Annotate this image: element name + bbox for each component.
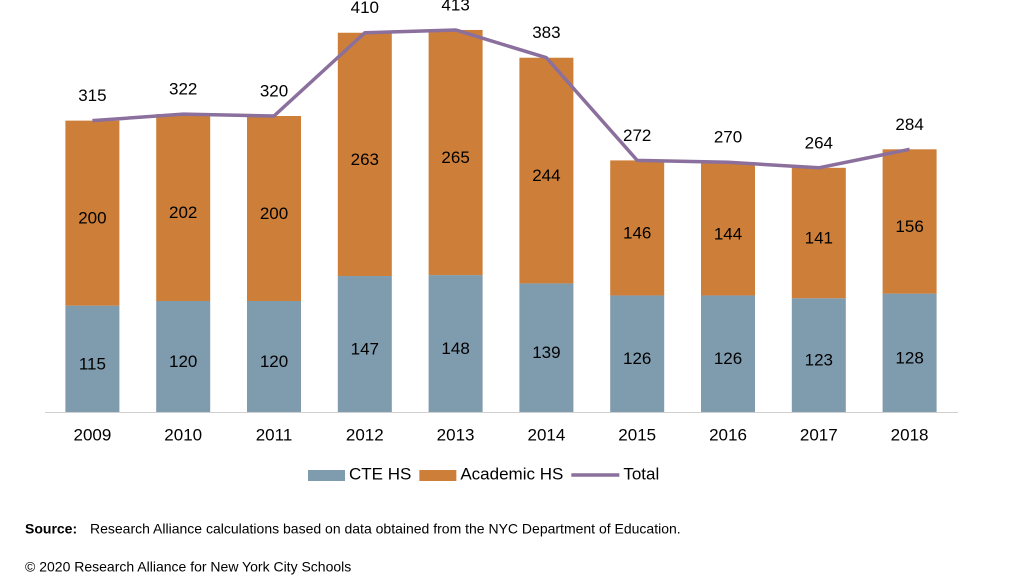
x-tick-label: 2016 xyxy=(709,425,747,444)
legend-label: Academic HS xyxy=(460,464,563,483)
total-label: 320 xyxy=(260,81,288,100)
legend-label: Total xyxy=(623,464,659,483)
bar-value-label: 126 xyxy=(623,349,651,368)
bar-value-label: 115 xyxy=(79,354,106,373)
bar-value-label: 244 xyxy=(532,166,560,185)
legend-label: CTE HS xyxy=(349,464,411,483)
total-label: 315 xyxy=(78,86,106,105)
total-label: 284 xyxy=(895,115,923,134)
x-tick-label: 2013 xyxy=(437,425,475,444)
total-label: 270 xyxy=(714,128,742,147)
bar-segment xyxy=(247,116,301,301)
bar-segment xyxy=(519,57,574,284)
x-tick-label: 2011 xyxy=(256,425,293,444)
bar-segment xyxy=(65,305,120,412)
x-tick-label: 2018 xyxy=(891,425,929,444)
bar-segment xyxy=(610,160,665,296)
bar-value-label: 120 xyxy=(169,352,197,371)
total-label: 264 xyxy=(805,133,833,152)
x-tick-label: 2009 xyxy=(73,425,111,444)
bar-segment xyxy=(701,162,755,296)
x-tick-label: 2015 xyxy=(618,425,656,444)
bar-segment xyxy=(882,293,937,412)
bar-value-label: 126 xyxy=(714,349,742,368)
bar-value-label: 146 xyxy=(623,223,651,242)
total-label: 383 xyxy=(532,23,560,42)
total-label: 322 xyxy=(169,80,197,99)
bar-segment xyxy=(247,301,301,412)
bar-value-label: 265 xyxy=(441,148,469,167)
bar-value-label: 200 xyxy=(78,209,106,228)
bar-value-label: 139 xyxy=(532,343,560,362)
total-line xyxy=(92,28,910,170)
x-tick-label: 2014 xyxy=(527,425,565,444)
bar-value-label: 200 xyxy=(260,204,288,223)
bar-value-label: 148 xyxy=(441,339,469,358)
bar-segment xyxy=(882,149,937,294)
legend-swatch xyxy=(419,470,457,481)
bar-segment xyxy=(791,167,846,299)
legend-swatch xyxy=(308,470,345,481)
bar-segment xyxy=(610,295,665,412)
bar-value-label: 263 xyxy=(351,150,379,169)
copyright: © 2020 Research Alliance for New York Ci… xyxy=(25,559,351,575)
source-text: Research Alliance calculations based on … xyxy=(90,521,681,537)
bar-value-label: 147 xyxy=(351,339,379,358)
bar-value-label: 128 xyxy=(895,348,923,367)
x-tick-label: 2017 xyxy=(800,425,838,444)
bar-segment xyxy=(791,298,846,412)
bar-segment xyxy=(337,276,392,412)
total-label: 413 xyxy=(441,0,469,14)
bar-value-label: 141 xyxy=(805,228,833,247)
bar-segment xyxy=(65,120,120,306)
x-tick-label: 2012 xyxy=(346,425,384,444)
bar-value-label: 120 xyxy=(260,352,288,371)
total-label: 272 xyxy=(623,126,651,145)
bar-segment xyxy=(701,295,755,412)
total-label: 410 xyxy=(351,0,379,17)
bar-segment xyxy=(337,32,392,277)
bar-segment xyxy=(428,275,483,412)
bar-value-label: 156 xyxy=(895,217,923,236)
bar-segment xyxy=(519,283,574,412)
bar-segment xyxy=(156,301,211,412)
bar-value-label: 123 xyxy=(805,351,833,370)
bar-segment xyxy=(156,114,211,302)
bar-value-label: 144 xyxy=(714,224,742,243)
source-label: Source: xyxy=(25,521,77,537)
x-tick-label: 2010 xyxy=(164,425,202,444)
bar-segment xyxy=(428,29,483,276)
bar-value-label: 202 xyxy=(169,203,197,222)
